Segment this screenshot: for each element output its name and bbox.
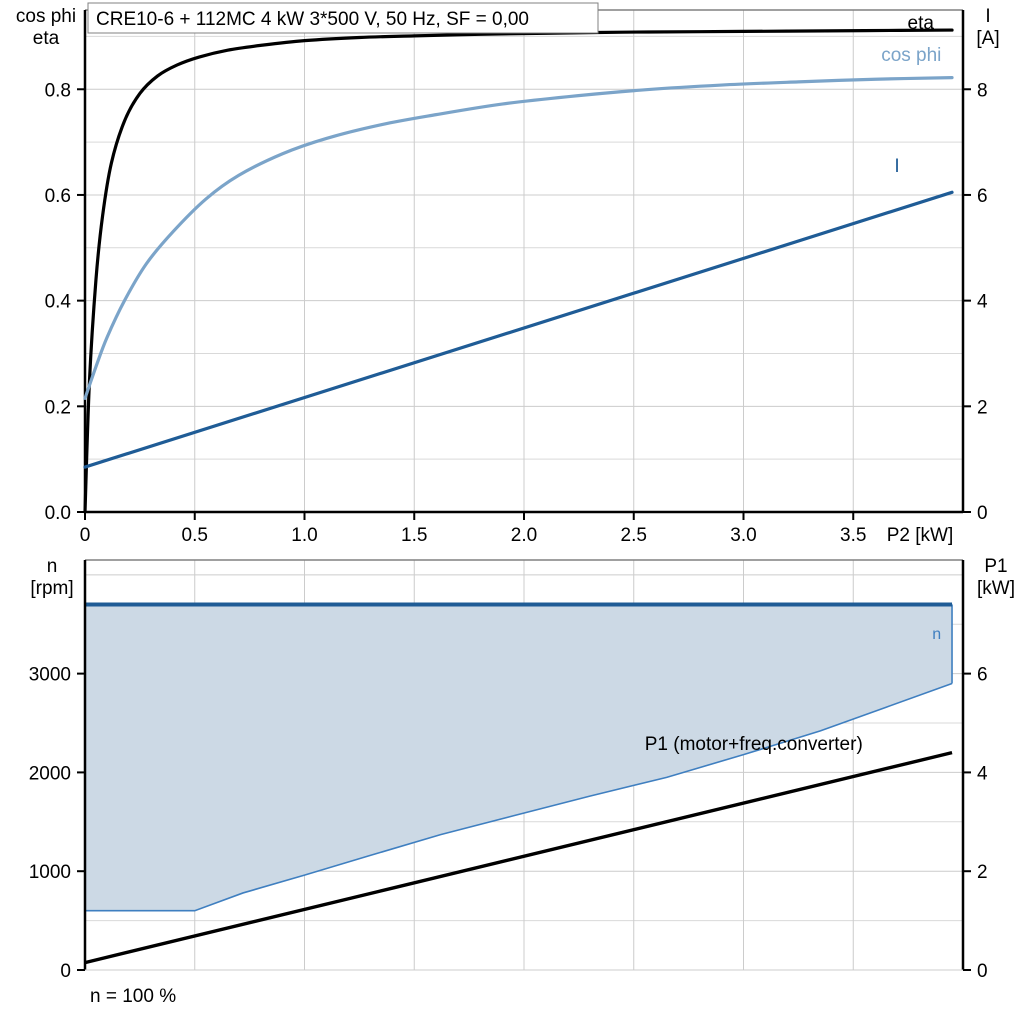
y-tick-label-left: 0.2 xyxy=(45,397,71,418)
y-tick-label-right: 6 xyxy=(977,665,988,686)
y-tick-label-right: 8 xyxy=(977,80,988,101)
top-chart-curve-labels: eta cos phi I xyxy=(881,13,941,177)
x-tick-label: 3.5 xyxy=(840,525,866,546)
x-axis-title: P2 [kW] xyxy=(887,525,954,546)
bottom-chart-ticks: 0 1000 2000 3000 0 2 4 6 xyxy=(29,665,988,982)
x-tick-label: 0 xyxy=(80,525,91,546)
y-axis-right-title-line2: [A] xyxy=(976,28,999,49)
chart-title-text: CRE10-6 + 112MC 4 kW 3*500 V, 50 Hz, SF … xyxy=(96,9,529,30)
bottom-chart-axis-titles: n[rpm] P1[kW] xyxy=(30,556,1015,599)
x-tick-label: 1.5 xyxy=(401,525,427,546)
y-tick-label-right: 0 xyxy=(977,503,988,524)
y-tick-label-left: 3000 xyxy=(29,665,71,686)
y-tick-label-left: 0.4 xyxy=(45,292,72,313)
speed-band xyxy=(85,602,953,912)
top-chart: 0.0 0.2 0.4 0.6 0.8 0 2 4 6 8 0 0.5 1.0 1.5 2.0 2.5 3.0 3… xyxy=(16,2,1000,546)
series-line-cos-phi xyxy=(83,76,954,400)
y-tick-label-right: 4 xyxy=(977,763,988,784)
speed-band-fill xyxy=(85,604,953,911)
y-axis-left-title-line2: eta xyxy=(33,28,60,49)
y-tick-label-left: 0.0 xyxy=(45,503,71,524)
y-tick-label-right: 2 xyxy=(977,397,988,418)
x-tick-label: 2.0 xyxy=(511,525,537,546)
y-axis-left-title-line1: cos phi xyxy=(16,6,76,27)
y-axis-left-title-line2: [rpm] xyxy=(30,578,73,599)
y-axis-right-title-line2: [kW] xyxy=(977,578,1015,599)
bottom-chart-axes xyxy=(83,560,965,971)
footer-note: n = 100 % xyxy=(90,986,176,1007)
x-tick-label: 0.5 xyxy=(182,525,208,546)
y-axis-left-title-line1: n xyxy=(47,556,58,577)
chart-title-box-rect xyxy=(87,2,599,34)
series-line-p1 xyxy=(84,750,953,965)
y-tick-label-right: 2 xyxy=(977,862,988,883)
top-chart-gridlines xyxy=(85,10,963,512)
curve-label-p1: P1 (motor+freq.converter) xyxy=(645,734,863,755)
y-tick-label-left: 2000 xyxy=(29,763,71,784)
y-axis-right-title-line1: P1 xyxy=(984,556,1007,577)
y-tick-label-left: 1000 xyxy=(29,862,71,883)
chart-title-box: CRE10-6 + 112MC 4 kW 3*500 V, 50 Hz, SF … xyxy=(87,2,599,34)
speed-band-lower-edge xyxy=(85,682,953,912)
top-chart-ticks: 0.0 0.2 0.4 0.6 0.8 0 2 4 6 8 0 0.5 1.0 1.5 2.0 2.5 3.0 3… xyxy=(45,80,988,546)
x-tick-label: 1.0 xyxy=(291,525,317,546)
curve-label-speed: n xyxy=(932,626,941,643)
y-tick-label-left: 0.6 xyxy=(45,186,71,207)
series-line-eta xyxy=(83,28,954,514)
bottom-chart-series xyxy=(84,750,953,965)
y-tick-label-right: 6 xyxy=(977,186,988,207)
y-tick-label-right: 0 xyxy=(977,961,988,982)
y-axis-right-title-line1: I xyxy=(985,6,990,27)
curve-label-cos-phi: cos phi xyxy=(881,45,941,66)
curve-label-eta: eta xyxy=(908,13,935,34)
y-tick-label-left: 0.8 xyxy=(45,80,71,101)
x-tick-label: 3.0 xyxy=(730,525,756,546)
y-tick-label-left: 0 xyxy=(60,961,71,982)
y-tick-label-right: 4 xyxy=(977,292,988,313)
series-line-i xyxy=(83,190,954,469)
curve-label-current: I xyxy=(894,156,899,177)
bottom-chart-curve-labels: n P1 (motor+freq.converter) xyxy=(645,626,941,755)
top-chart-series xyxy=(83,28,954,514)
x-tick-label: 2.5 xyxy=(621,525,647,546)
